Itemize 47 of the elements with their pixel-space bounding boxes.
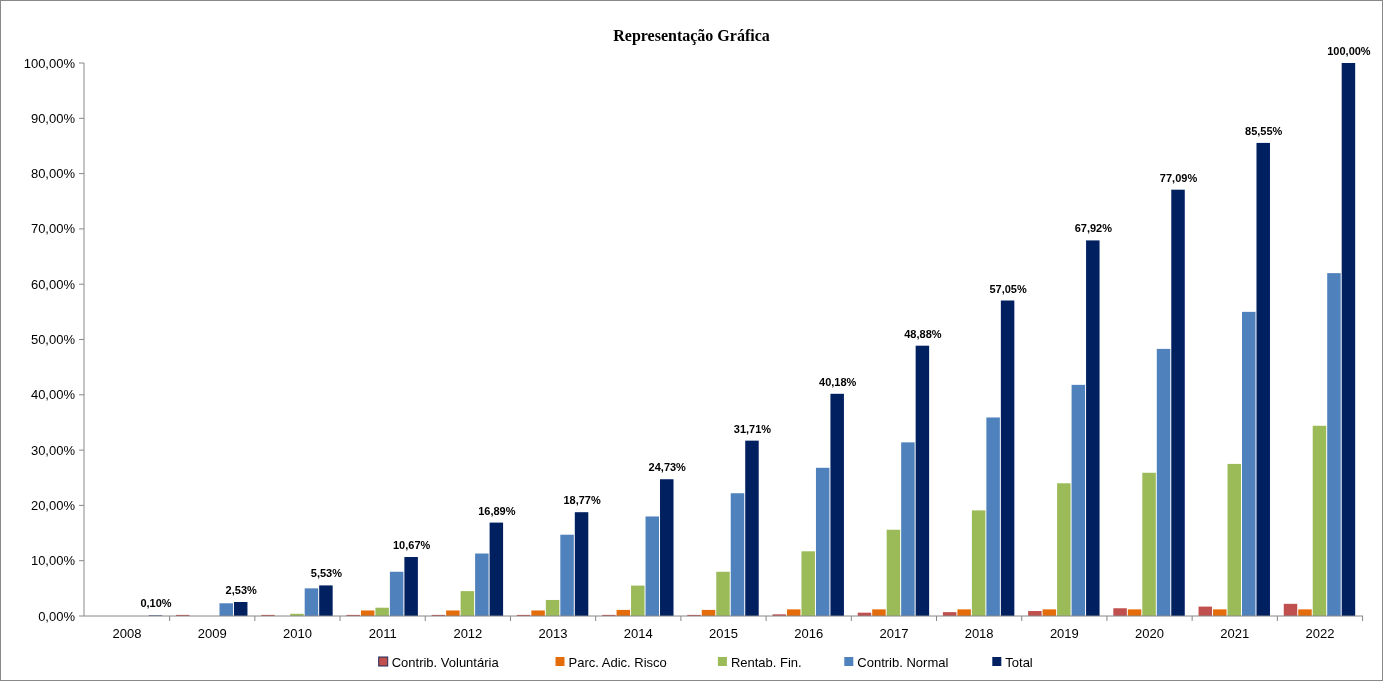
y-tick-label: 10,00% xyxy=(30,553,76,569)
x-tick-label: 2021 xyxy=(1220,626,1250,641)
data-label: 5,53% xyxy=(310,567,343,580)
data-label: 0,10% xyxy=(140,597,172,610)
data-label: 16,89% xyxy=(478,504,516,517)
chart-title: Representação Gráfica xyxy=(613,27,770,45)
y-tick-label: 100,00% xyxy=(23,55,76,71)
y-tick-label: 60,00% xyxy=(30,276,76,292)
x-tick-label: 2012 xyxy=(453,626,483,641)
x-tick-label: 2020 xyxy=(1135,626,1165,641)
x-tick-label: 2008 xyxy=(112,626,142,641)
y-tick-label: 20,00% xyxy=(30,497,76,513)
y-tick-label: 80,00% xyxy=(30,166,76,182)
data-label: 10,67% xyxy=(392,538,431,551)
x-tick-label: 2019 xyxy=(1049,626,1079,641)
x-tick-label: 2010 xyxy=(282,626,312,641)
data-label: 57,05% xyxy=(989,282,1027,295)
x-tick-label: 2011 xyxy=(368,626,397,641)
legend-label: Rentab. Fin. xyxy=(730,655,802,670)
data-label: 85,55% xyxy=(1245,124,1283,137)
x-tick-label: 2013 xyxy=(538,626,568,641)
data-label: 77,09% xyxy=(1159,171,1198,184)
y-tick-label: 40,00% xyxy=(30,387,76,403)
y-tick-label: 30,00% xyxy=(30,442,76,458)
y-tick-label: 50,00% xyxy=(30,332,76,348)
y-tick-label: 0,00% xyxy=(38,608,76,624)
data-label: 100,00% xyxy=(1327,45,1371,57)
legend-label: Parc. Adic. Risco xyxy=(568,655,667,670)
x-tick-label: 2022 xyxy=(1305,626,1335,641)
x-tick-label: 2009 xyxy=(197,626,227,641)
x-tick-label: 2016 xyxy=(794,626,824,641)
x-tick-label: 2014 xyxy=(623,626,653,641)
data-label: 2,53% xyxy=(225,584,258,597)
data-label: 48,88% xyxy=(904,327,942,340)
data-label: 18,77% xyxy=(563,494,601,507)
legend-label: Total xyxy=(1005,655,1033,670)
data-label: 24,73% xyxy=(648,461,687,474)
data-label: 40,18% xyxy=(819,375,857,388)
data-label: 67,92% xyxy=(1074,222,1113,235)
x-tick-label: 2015 xyxy=(709,626,738,641)
legend-label: Contrib. Voluntária xyxy=(391,655,500,670)
legend-label: Contrib. Normal xyxy=(857,655,949,670)
y-tick-label: 90,00% xyxy=(30,110,76,126)
y-tick-label: 70,00% xyxy=(30,221,76,237)
x-tick-label: 2017 xyxy=(879,626,909,641)
data-label: 31,71% xyxy=(733,422,772,435)
x-tick-label: 2018 xyxy=(964,626,994,641)
